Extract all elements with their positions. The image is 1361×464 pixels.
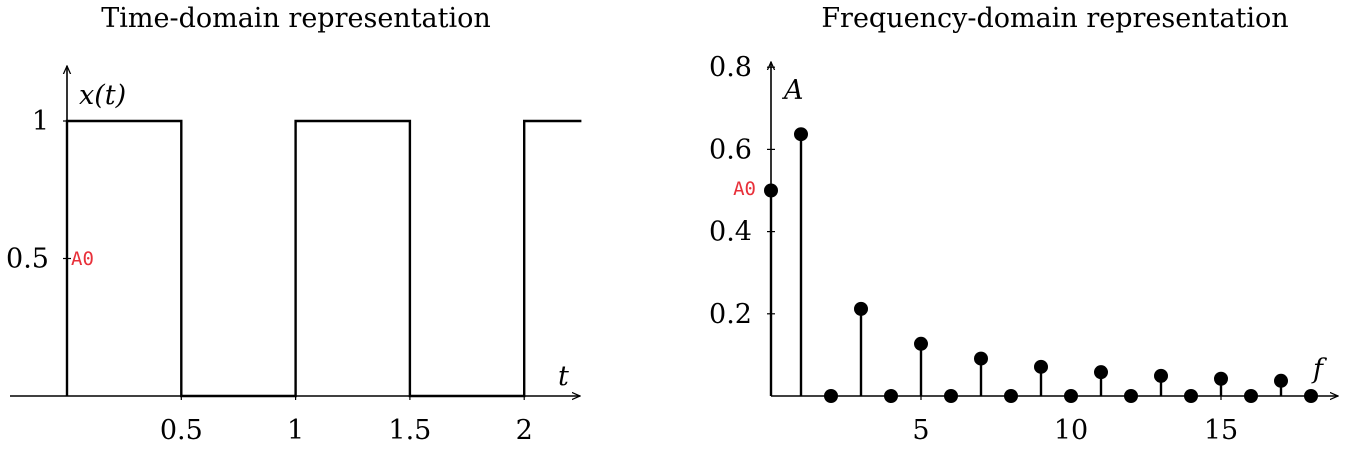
time-x-axis-label: t — [558, 361, 569, 392]
freq-y-tick-label: 0.2 — [709, 299, 752, 330]
freq-chart-title: Frequency-domain representation — [821, 3, 1288, 34]
frequency-stems — [764, 127, 1318, 403]
time-annotation-a0: A0 — [71, 248, 94, 270]
amplitude-point — [1184, 389, 1198, 403]
freq-y-axis-label: A — [781, 75, 804, 106]
time-chart-title: Time-domain representation — [101, 3, 491, 34]
amplitude-point — [1124, 389, 1138, 403]
time-y-ticks: 0.51 — [6, 106, 71, 275]
time-x-tick-label: 1.5 — [388, 415, 431, 446]
amplitude-point — [1274, 373, 1288, 388]
time-x-tick-label: 1 — [287, 415, 304, 446]
time-x-tick-label: 0.5 — [160, 415, 203, 446]
time-y-tick-label: 1 — [32, 106, 49, 137]
amplitude-point — [1304, 389, 1318, 403]
freq-y-tick-label: 0.8 — [709, 52, 752, 83]
time-y-tick-label: 0.5 — [6, 244, 49, 275]
amplitude-point — [824, 389, 838, 403]
time-domain-chart: Time-domain representation 0.5 1 1.5 2 0.51… — [6, 3, 582, 446]
freq-y-tick-label: 0.4 — [709, 217, 752, 248]
square-wave-line — [65, 119, 582, 398]
freq-x-tick-label: 5 — [912, 415, 929, 446]
time-x-tick-label: 2 — [516, 415, 533, 446]
frequency-domain-chart: Frequency-domain representation 5 10 15 0.… — [709, 3, 1338, 446]
amplitude-point — [1244, 389, 1258, 403]
amplitude-point — [764, 183, 778, 198]
freq-x-tick-label: 15 — [1204, 415, 1238, 446]
freq-x-axis-label: f — [1311, 354, 1327, 385]
amplitude-point — [1064, 389, 1078, 403]
amplitude-point — [974, 351, 988, 366]
freq-x-tick-label: 10 — [1054, 415, 1088, 446]
freq-y-ticks: 0.2 0.4 0.6 0.8 — [709, 52, 775, 330]
amplitude-point — [794, 127, 808, 142]
time-y-axis-label: x(t) — [79, 80, 126, 111]
time-x-ticks: 0.5 1 1.5 2 — [160, 392, 533, 446]
freq-x-ticks: 5 10 15 — [912, 392, 1238, 446]
amplitude-point — [944, 389, 958, 403]
freq-annotation-a0: A0 — [733, 178, 756, 200]
amplitude-point — [1004, 389, 1018, 403]
amplitude-point — [1154, 368, 1168, 383]
amplitude-point — [884, 389, 898, 403]
amplitude-point — [1214, 371, 1228, 386]
amplitude-point — [854, 301, 868, 316]
amplitude-point — [914, 336, 928, 351]
amplitude-point — [1094, 365, 1108, 380]
amplitude-point — [1034, 359, 1048, 374]
freq-y-tick-label: 0.6 — [709, 134, 752, 165]
